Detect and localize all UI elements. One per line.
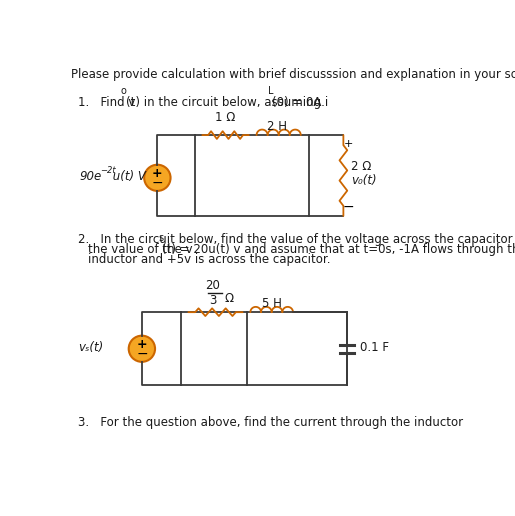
Text: (0) = 0A.: (0) = 0A. [272,96,325,109]
Text: o: o [121,86,127,96]
Text: L: L [268,86,273,96]
Text: s: s [158,233,163,243]
Text: v₀(t): v₀(t) [351,173,377,187]
Text: −: − [151,175,163,189]
Text: (t) = 20u(t) v and assume that at t=0s, -1A flows through the: (t) = 20u(t) v and assume that at t=0s, … [162,243,515,256]
Text: 3.   For the question above, find the current through the inductor: 3. For the question above, find the curr… [78,416,464,429]
Text: 2 H: 2 H [267,120,287,133]
Text: −2t: −2t [100,166,116,174]
Text: inductor and +5v is across the capacitor.: inductor and +5v is across the capacitor… [88,253,330,266]
Circle shape [129,335,155,362]
Text: 2.   In the circuit below, find the value of the voltage across the capacitor as: 2. In the circuit below, find the value … [78,233,515,246]
Text: 5 H: 5 H [262,297,282,310]
Text: −: − [342,200,354,214]
Text: +: + [136,338,147,351]
Text: 20: 20 [205,279,220,292]
Text: Ω: Ω [224,292,233,305]
Text: (t) in the circuit below, assuming i: (t) in the circuit below, assuming i [126,96,328,109]
Text: 1.   Find v: 1. Find v [78,96,135,109]
Text: −: − [136,346,148,360]
Text: 0.1 F: 0.1 F [359,341,389,353]
Text: u(t) V: u(t) V [109,170,146,183]
Text: Please provide calculation with brief discusssion and explanation in your soluti: Please provide calculation with brief di… [71,68,515,81]
Text: 1 Ω: 1 Ω [215,111,236,124]
Text: 3: 3 [209,294,216,307]
Text: +: + [152,168,163,181]
Text: 2 Ω: 2 Ω [351,160,371,173]
Text: vₛ(t): vₛ(t) [78,341,104,353]
Text: +: + [344,139,353,149]
Text: the value of the v: the value of the v [88,243,192,256]
Text: 90e: 90e [80,170,102,183]
Circle shape [144,165,170,191]
